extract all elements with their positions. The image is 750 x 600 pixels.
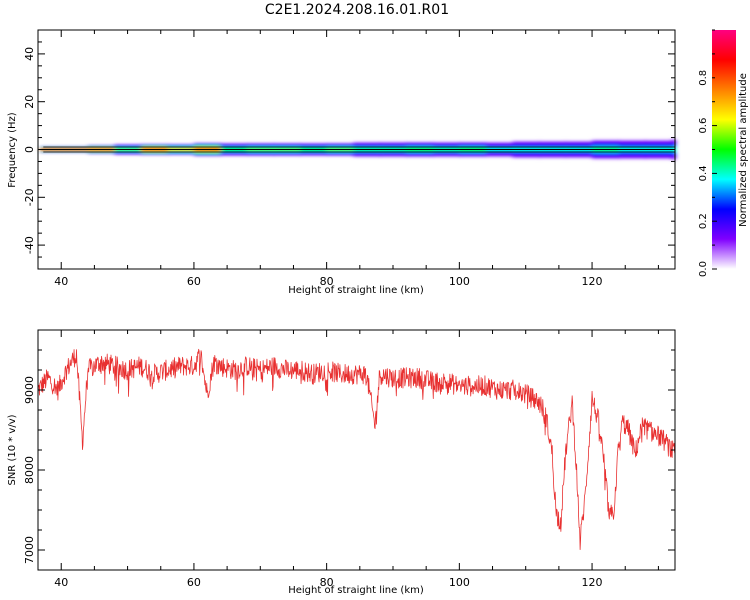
y-tick-label: 20 — [23, 95, 36, 109]
x-tick-label: 60 — [187, 576, 201, 589]
colorbar-tick-label: 0.4 — [698, 165, 709, 181]
x-tick-label: 80 — [320, 576, 334, 589]
colorbar-tick-label: 0.8 — [698, 70, 709, 86]
y-tick-label: -40 — [23, 236, 36, 254]
y-tick-label: 7000 — [23, 536, 36, 564]
snr-x-axis-label: Height of straight line (km) — [288, 585, 424, 596]
spectrogram-panel: 40 60 80 100 120 40 20 0 -20 -40 Frequency (Hz) H… — [7, 29, 676, 296]
colorbar: 0.0 0.2 0.4 0.6 0.8 Normalized spectral ampl… — [698, 29, 749, 277]
spectrogram-ticks: 40 60 80 100 120 40 20 0 -20 -40 — [23, 29, 675, 288]
x-tick-label: 60 — [187, 275, 201, 288]
snr-series-line — [37, 348, 676, 550]
y-tick-label: 0 — [23, 146, 36, 153]
x-tick-label: 100 — [449, 576, 470, 589]
snr-y-axis-label: SNR (10 * v/v) — [7, 414, 18, 485]
spectrogram-y-axis-label: Frequency (Hz) — [7, 112, 18, 188]
x-tick-label: 120 — [582, 275, 603, 288]
spectrogram-x-axis-label: Height of straight line (km) — [288, 285, 424, 296]
x-tick-label: 120 — [582, 576, 603, 589]
colorbar-label: Normalized spectral amplitude — [738, 73, 749, 227]
x-tick-label: 40 — [54, 275, 68, 288]
snr-ticks: 40 60 80 100 120 9000 8000 7000 — [23, 329, 675, 589]
colorbar-tick-label: 0.0 — [698, 261, 709, 277]
x-tick-label: 40 — [54, 576, 68, 589]
colorbar-ticks: 0.0 0.2 0.4 0.6 0.8 — [698, 29, 717, 277]
x-tick-label: 100 — [449, 275, 470, 288]
colorbar-gradient — [712, 30, 736, 269]
x-tick-label: 80 — [320, 275, 334, 288]
y-tick-label: 8000 — [23, 456, 36, 484]
chart-title: C2E1.2024.208.16.01.R01 — [264, 2, 450, 18]
colorbar-tick-label: 0.2 — [698, 213, 709, 229]
y-tick-label: 9000 — [23, 376, 36, 404]
y-tick-label: -20 — [23, 188, 36, 206]
y-tick-label: 40 — [23, 47, 36, 61]
colorbar-tick-label: 0.6 — [698, 118, 709, 134]
